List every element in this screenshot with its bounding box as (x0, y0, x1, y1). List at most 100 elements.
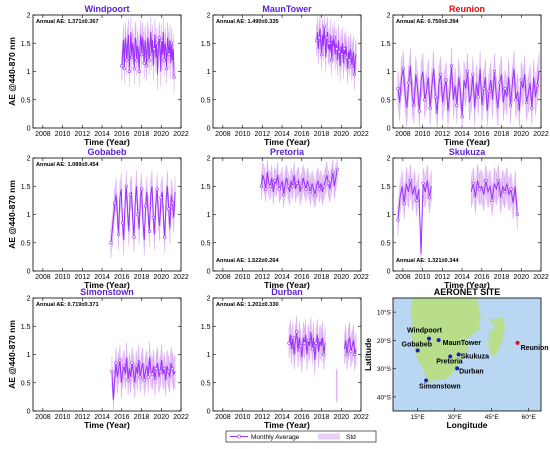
data-point (530, 106, 534, 110)
data-point (396, 86, 400, 91)
data-point (159, 195, 163, 200)
y-tick-label: 2 (27, 156, 31, 163)
panel-mauntower: MaunTower 0 0.5 1 1.5 2 2008 2010 2012 2014 2016 20… (201, 4, 369, 147)
data-point (302, 341, 307, 345)
data-point (137, 69, 141, 74)
data-point (330, 58, 334, 62)
mean-line (316, 26, 357, 75)
data-point (277, 187, 281, 191)
data-point (132, 67, 136, 71)
panel-title: Windpoort (85, 4, 130, 14)
data-point (352, 72, 356, 76)
y-tick-label: 0 (387, 126, 391, 133)
x-tick-label: 2014 (454, 274, 470, 281)
x-tick-label: 2014 (94, 274, 110, 281)
data-point (519, 78, 523, 82)
mean-line (111, 357, 176, 400)
y-axis-label: AE @440-870 nm (7, 320, 17, 389)
data-point (412, 103, 416, 107)
y-tick-label: 0 (207, 126, 211, 133)
data-point (342, 47, 346, 51)
x-tick-label: 2022 (353, 274, 369, 281)
mean-line (397, 65, 540, 117)
data-point (310, 347, 314, 351)
mean-line (121, 31, 175, 78)
panel-gobabeb: Gobabeb 0 0.5 1 1.5 2 2008 2010 2012 2014 2016 2018… (7, 147, 189, 290)
y-tick-label: 0 (27, 409, 31, 416)
data-point (349, 350, 353, 354)
y-tick-label: 2 (387, 156, 391, 163)
x-tick-label: 2010 (55, 274, 71, 281)
map-y-tick-label: 40°S (377, 393, 392, 401)
data-point (118, 358, 122, 362)
x-tick-label: 2014 (94, 131, 110, 138)
data-point (490, 198, 494, 202)
panel-skukuza: Skukuza 0 0.5 1 1.5 2 2008 2010 2012 2014 2016 2018… (381, 147, 549, 290)
x-tick-label: 2016 (294, 414, 310, 421)
x-tick-label: 2022 (533, 131, 549, 138)
data-point (134, 364, 138, 368)
data-point (326, 181, 330, 186)
annual-ae-annotation: Annual AE: 0.750±0.394 (396, 19, 459, 25)
data-point (125, 58, 129, 62)
data-point (496, 179, 501, 183)
y-axis-label: AE @440-870 nm (7, 37, 17, 106)
x-tick-label: 2022 (533, 274, 549, 281)
legend: Monthly Average Std (225, 430, 377, 443)
site-marker-durban (455, 366, 460, 371)
data-point (508, 103, 513, 107)
data-point (347, 58, 351, 62)
data-point (327, 41, 331, 45)
data-point (166, 369, 170, 374)
site-marker-windpoort (427, 336, 432, 341)
y-tick-label: 0 (207, 269, 211, 276)
x-axis-label: Time (Year) (84, 280, 130, 290)
x-tick-label: 2018 (494, 274, 510, 281)
data-point (151, 215, 155, 219)
site-label-pretoria: Pretoria (436, 358, 463, 365)
data-point (535, 84, 539, 88)
data-point (335, 47, 339, 51)
site-label-windpoort: Windpoort (407, 328, 443, 335)
x-tick-label: 2010 (55, 414, 71, 421)
site-marker-reunion (515, 340, 520, 345)
data-point (476, 95, 480, 99)
x-tick-label: 2014 (454, 131, 470, 138)
data-point (130, 361, 134, 365)
data-point (295, 181, 299, 186)
x-tick-label: 2022 (353, 414, 369, 421)
site-marker-gobabeb (415, 348, 420, 353)
data-point (163, 235, 167, 239)
x-tick-label: 2016 (294, 274, 310, 281)
x-tick-label: 2016 (474, 131, 490, 138)
mean-line (344, 337, 357, 355)
x-tick-label: 2012 (75, 274, 91, 281)
data-point (162, 367, 166, 371)
y-tick-label: 1.5 (21, 324, 31, 331)
y-tick-label: 1 (27, 69, 31, 76)
x-tick-label: 2014 (94, 414, 110, 421)
y-tick-label: 0.5 (201, 240, 211, 247)
data-point (427, 195, 431, 200)
data-point (170, 367, 174, 371)
x-tick-label: 2012 (255, 131, 271, 138)
x-tick-label: 2012 (255, 274, 271, 281)
x-tick-label: 2010 (415, 274, 431, 281)
map-x-tick-label: 45°E (485, 413, 500, 421)
data-point (160, 38, 164, 43)
x-tick-label: 2016 (114, 414, 130, 421)
data-point (287, 341, 291, 345)
panel-pretoria: Pretoria 0 0.5 1 1.5 2 2008 2010 2012 2014 2016 201… (201, 147, 369, 290)
map-x-tick-label: 60°E (522, 413, 537, 421)
y-tick-label: 0 (27, 269, 31, 276)
x-tick-label: 2008 (395, 274, 411, 281)
data-point (120, 221, 125, 225)
data-point (317, 35, 321, 40)
data-point (460, 115, 464, 119)
x-tick-label: 2008 (35, 414, 51, 421)
data-point (308, 190, 313, 194)
x-tick-label: 2012 (255, 414, 271, 421)
panel-title: Skukuza (449, 147, 487, 157)
x-tick-label: 2020 (513, 131, 529, 138)
